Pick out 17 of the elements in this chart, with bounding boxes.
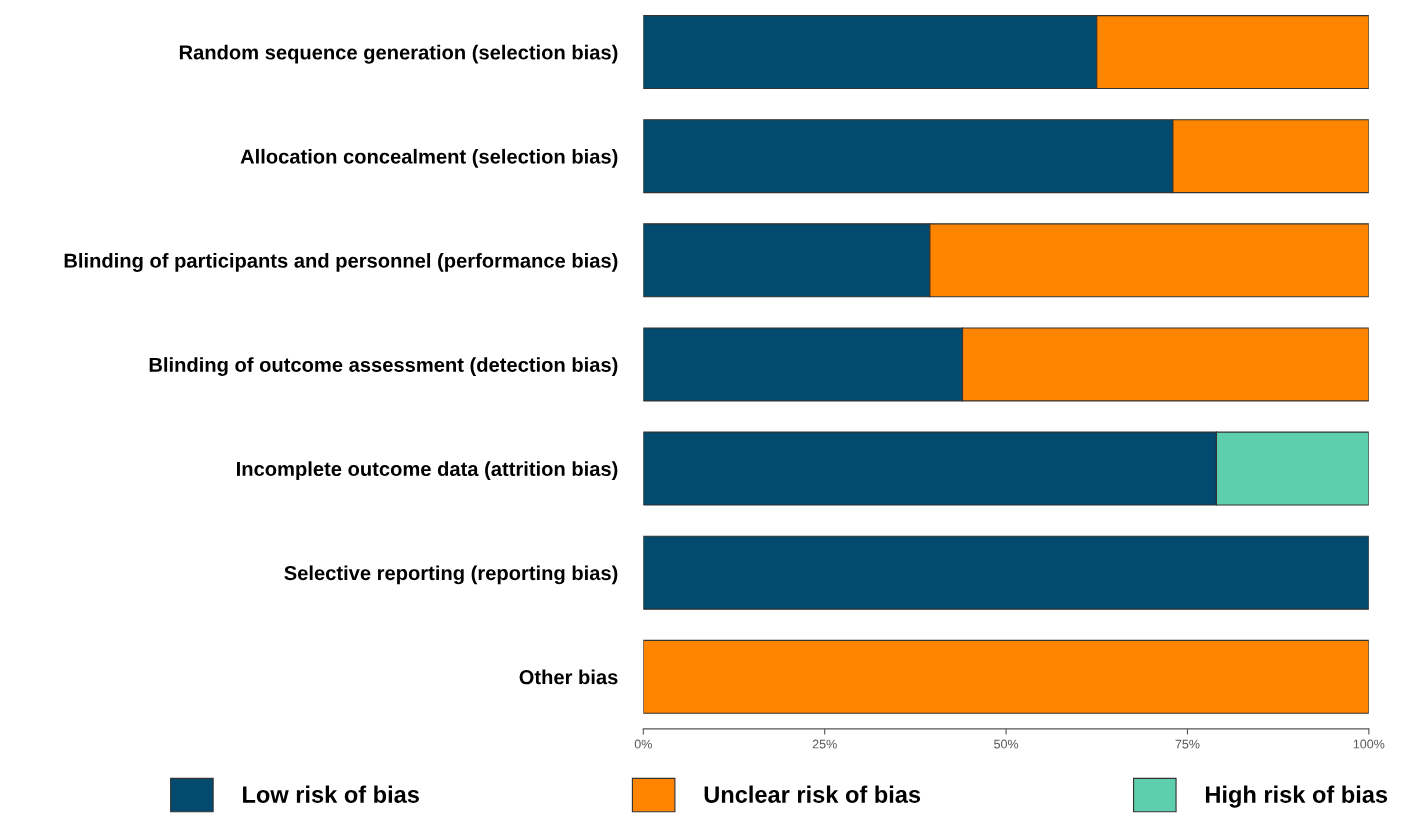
y-tick-label: Other bias	[519, 669, 618, 685]
y-tick-label: Blinding of participants and personnel (performance bias)	[64, 253, 618, 272]
x-tick-label: 100%	[1353, 739, 1385, 749]
legend-label: Low risk of bias	[243, 785, 419, 803]
y-tick-label: Selective reporting (reporting bias)	[284, 565, 618, 585]
y-tick-label: Random sequence generation (selection bias)	[179, 44, 618, 64]
y-tick-label: Blinding of outcome assessment (detection bias)	[149, 357, 618, 376]
y-tick-label: Allocation concealment (selection bias)	[240, 148, 618, 168]
legend-label: High risk of bias	[1205, 785, 1388, 808]
x-tick-label: 0%	[634, 739, 652, 749]
x-tick-label: 75%	[1175, 739, 1200, 749]
bar	[643, 639, 1369, 714]
y-tick-label: Incomplete outcome data (attrition bias)	[237, 461, 618, 481]
x-tick-label: 25%	[812, 739, 837, 749]
bar	[643, 535, 1369, 610]
legend-label: Unclear risk of bias	[704, 785, 921, 803]
x-tick-label: 50%	[994, 739, 1019, 749]
